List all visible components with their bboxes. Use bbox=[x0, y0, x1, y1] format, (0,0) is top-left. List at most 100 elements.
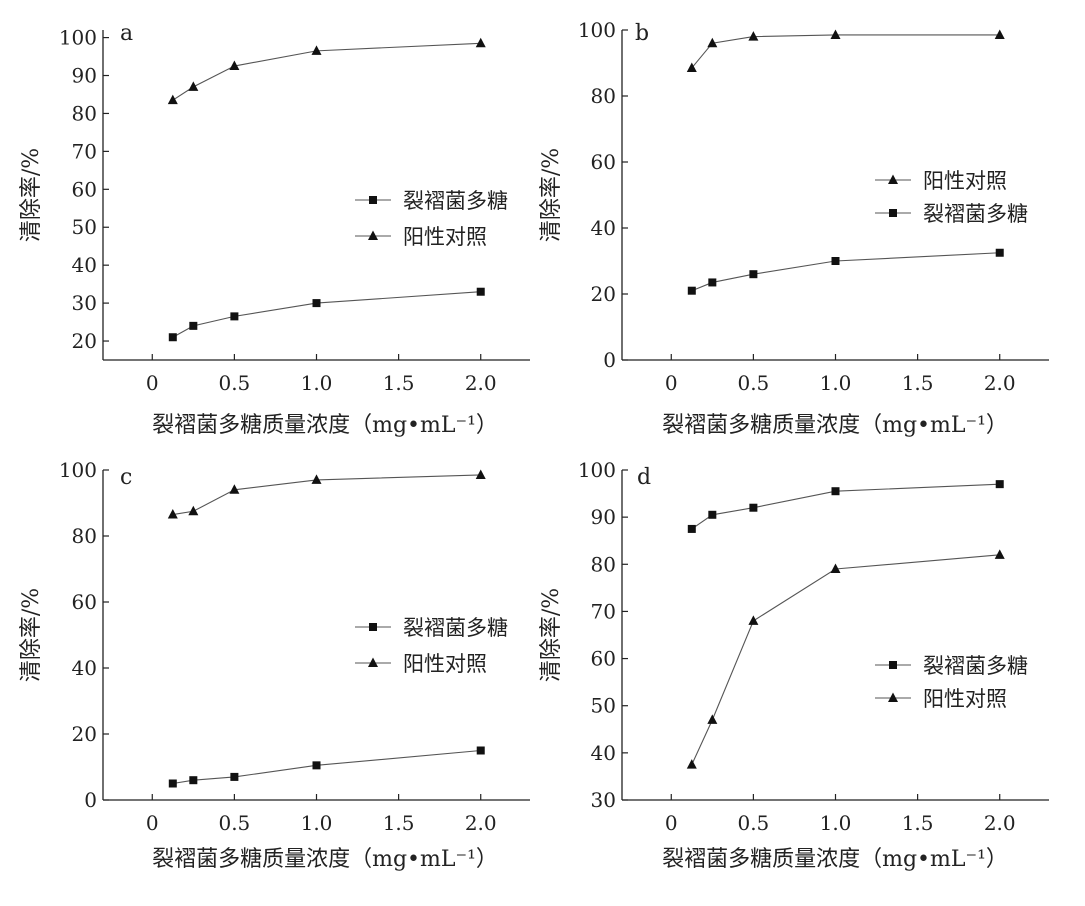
y-tick-label: 70 bbox=[72, 139, 97, 163]
panel-label: c bbox=[120, 465, 132, 490]
series-line bbox=[172, 291, 481, 338]
y-tick-label: 30 bbox=[72, 291, 97, 315]
data-point-square bbox=[831, 257, 840, 265]
data-point-triangle bbox=[686, 759, 697, 769]
legend-label: 阳性对照 bbox=[923, 687, 1007, 711]
chart-panel-a: 20 30 40 50 60 70 80 90 100 0 0.5 1.0 1.5 2.0 a 裂褶菌多糖质量… bbox=[19, 21, 530, 438]
legend-label: 阳性对照 bbox=[923, 169, 1007, 193]
data-point-triangle bbox=[748, 615, 759, 625]
data-point-triangle bbox=[229, 60, 240, 71]
data-point-square bbox=[708, 278, 717, 287]
series-line bbox=[691, 34, 1000, 69]
data-point-square bbox=[995, 480, 1004, 489]
x-tick-label: 2.0 bbox=[984, 371, 1016, 395]
legend-marker-triangle bbox=[368, 657, 378, 667]
y-axis-label: 清除率/% bbox=[539, 148, 564, 242]
y-tick-label: 80 bbox=[591, 552, 616, 576]
data-point-triangle bbox=[475, 469, 486, 479]
y-tick-label: 100 bbox=[59, 458, 97, 482]
x-tick-label: 0.5 bbox=[737, 811, 769, 835]
x-tick-label: 0.5 bbox=[737, 371, 769, 395]
x-tick-label: 2.0 bbox=[465, 371, 497, 395]
x-tick-label: 2.0 bbox=[465, 811, 497, 835]
data-point-square bbox=[230, 312, 239, 321]
x-tick-label: 1.5 bbox=[902, 371, 934, 395]
data-point-triangle bbox=[830, 29, 841, 39]
legend-label: 裂褶菌多糖 bbox=[923, 654, 1028, 678]
panel-label: d bbox=[637, 465, 651, 490]
x-tick-label: 1.0 bbox=[820, 811, 852, 835]
y-tick-label: 100 bbox=[59, 26, 97, 50]
y-tick-label: 50 bbox=[591, 694, 616, 718]
data-point-triangle bbox=[748, 31, 759, 41]
data-point-square bbox=[995, 248, 1004, 257]
legend-label: 裂褶菌多糖 bbox=[403, 616, 508, 640]
data-point-square bbox=[230, 772, 239, 781]
series-line bbox=[691, 252, 1000, 292]
x-axis-label: 裂褶菌多糖质量浓度（mg•mL⁻¹） bbox=[662, 847, 1008, 872]
x-tick-label: 2.0 bbox=[984, 811, 1016, 835]
y-tick-label: 30 bbox=[591, 788, 616, 812]
y-tick-label: 20 bbox=[72, 722, 97, 746]
y-tick-label: 100 bbox=[578, 18, 616, 42]
data-point-triangle bbox=[994, 549, 1005, 559]
legend-marker-square bbox=[369, 196, 377, 204]
data-point-square bbox=[476, 746, 485, 755]
data-point-square bbox=[189, 321, 198, 330]
data-point-square bbox=[687, 286, 696, 295]
y-tick-label: 80 bbox=[72, 101, 97, 125]
y-axis-label: 清除率/% bbox=[19, 148, 44, 242]
data-point-square bbox=[168, 779, 177, 788]
legend-marker-triangle bbox=[888, 174, 898, 184]
chart-panel-d: 30 40 50 60 70 80 90 100 0 0.5 1.0 1.5 2.0 d 裂褶菌多糖质量浓度… bbox=[539, 458, 1049, 872]
data-point-square bbox=[708, 510, 717, 519]
x-tick-label: 0.5 bbox=[218, 811, 250, 835]
y-tick-label: 90 bbox=[72, 64, 97, 88]
legend-label: 裂褶菌多糖 bbox=[403, 189, 508, 213]
data-point-triangle bbox=[167, 509, 178, 519]
x-tick-label: 0 bbox=[665, 371, 678, 395]
panel-label: a bbox=[120, 21, 133, 46]
y-tick-label: 90 bbox=[591, 505, 616, 529]
data-point-square bbox=[312, 299, 321, 308]
y-tick-label: 40 bbox=[591, 216, 616, 240]
data-point-square bbox=[749, 270, 758, 279]
panel-label: b bbox=[635, 21, 649, 46]
x-axis-label: 裂褶菌多糖质量浓度（mg•mL⁻¹） bbox=[152, 413, 498, 438]
legend-label: 阳性对照 bbox=[403, 652, 487, 676]
data-point-square bbox=[831, 487, 840, 496]
x-tick-label: 0 bbox=[146, 371, 159, 395]
x-tick-label: 0.5 bbox=[218, 371, 250, 395]
data-point-triangle bbox=[475, 37, 486, 48]
x-tick-label: 1.0 bbox=[301, 811, 333, 835]
legend-marker-triangle bbox=[888, 692, 898, 702]
data-point-triangle bbox=[229, 484, 240, 494]
legend-marker-square bbox=[369, 623, 377, 631]
series-line bbox=[172, 474, 481, 516]
y-axis-label: 清除率/% bbox=[19, 588, 44, 682]
y-tick-label: 60 bbox=[72, 590, 97, 614]
y-tick-label: 40 bbox=[591, 741, 616, 765]
y-tick-label: 60 bbox=[591, 647, 616, 671]
series-line bbox=[172, 749, 481, 785]
x-tick-label: 1.0 bbox=[301, 371, 333, 395]
legend-marker-square bbox=[889, 209, 897, 217]
data-point-triangle bbox=[707, 714, 718, 724]
data-point-square bbox=[189, 776, 198, 785]
y-tick-label: 50 bbox=[72, 215, 97, 239]
series-line bbox=[172, 42, 481, 101]
y-tick-label: 60 bbox=[591, 150, 616, 174]
y-tick-label: 70 bbox=[591, 599, 616, 623]
data-point-square bbox=[476, 287, 485, 296]
data-point-triangle bbox=[686, 62, 697, 72]
y-axis-label: 清除率/% bbox=[539, 588, 564, 682]
data-point-triangle bbox=[188, 81, 199, 91]
x-tick-label: 1.0 bbox=[820, 371, 852, 395]
data-point-square bbox=[312, 761, 321, 770]
data-point-triangle bbox=[188, 505, 199, 516]
data-point-triangle bbox=[830, 563, 841, 573]
x-axis-label: 裂褶菌多糖质量浓度（mg•mL⁻¹） bbox=[152, 847, 498, 872]
data-point-triangle bbox=[707, 37, 718, 48]
legend-label: 阳性对照 bbox=[403, 225, 487, 249]
chart-panel-c: 0 20 40 60 80 100 0 0.5 1.0 1.5 2.0 c 裂褶菌多糖质量浓度（mg•m… bbox=[19, 458, 530, 872]
